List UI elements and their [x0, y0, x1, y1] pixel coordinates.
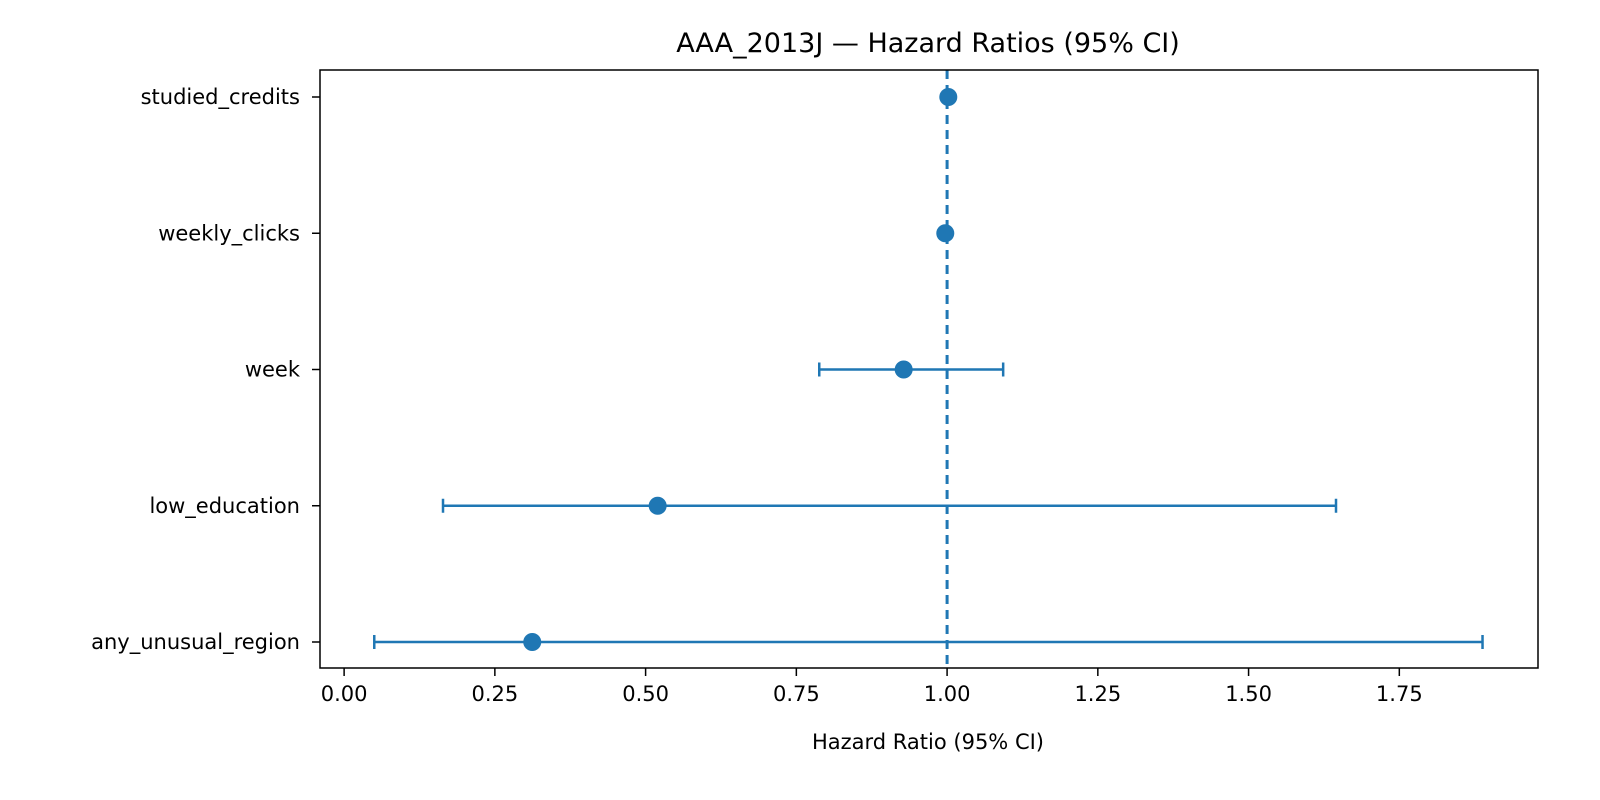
hr-point-studied-credits [939, 88, 958, 106]
hr-point-weekly-clicks [936, 224, 955, 243]
x-axis: 0.00 0.25 0.50 0.75 1.00 1.25 1.50 1.75 [321, 668, 1423, 706]
x-tick-label: 0.75 [773, 682, 820, 706]
data-marks-layer [373, 88, 1484, 651]
y-tick-label-weekly-clicks: weekly_clicks [158, 221, 300, 246]
y-tick-label-any-unusual-region: any_unusual_region [91, 630, 300, 655]
x-tick-label: 1.00 [924, 682, 971, 706]
x-tick-label: 0.50 [622, 682, 669, 706]
y-tick-label-week: week [245, 358, 301, 382]
x-tick-label: 1.50 [1225, 682, 1272, 706]
hr-point-week [894, 360, 913, 379]
y-tick-label-studied-credits: studied_credits [141, 85, 300, 110]
x-tick-label: 0.25 [471, 682, 518, 706]
x-tick-label: 1.75 [1376, 682, 1423, 706]
hr-point-low-education [648, 496, 667, 515]
x-tick-label: 0.00 [321, 682, 368, 706]
x-tick-label: 1.25 [1074, 682, 1121, 706]
chart-title: AAA_2013J — Hazard Ratios (95% CI) [676, 28, 1180, 59]
y-tick-label-low-education: low_education [149, 494, 300, 519]
hr-point-any-unusual-region [523, 633, 542, 651]
x-axis-label: Hazard Ratio (95% CI) [812, 730, 1044, 754]
